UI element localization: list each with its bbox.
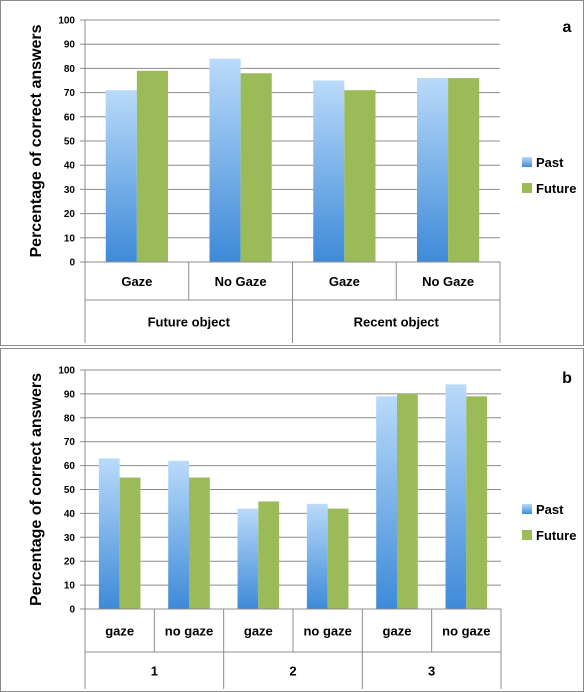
y-tick-label: 70 (64, 437, 76, 448)
bar-past (313, 80, 345, 262)
x-group-label: Recent object (354, 315, 440, 330)
x-category-label: no gaze (165, 624, 213, 639)
legend-swatch-future (522, 530, 532, 540)
bar-past (376, 396, 397, 609)
x-group-label: 2 (289, 664, 296, 679)
bar-future (327, 508, 349, 609)
y-tick-label: 80 (64, 413, 76, 424)
chart-panel-a: 0 10 20 30 40 50 60 70 80 90 100 Percentage of corr… (0, 0, 584, 346)
y-tick-label: 30 (64, 185, 76, 196)
x-category-label: Gaze (329, 274, 360, 289)
y-tick-label: 40 (64, 161, 76, 172)
bar-chart-a: 0 10 20 30 40 50 60 70 80 90 100 Percentage of corr… (28, 16, 576, 343)
bar-future (189, 477, 210, 609)
bar-past (168, 460, 189, 609)
y-tick-label: 50 (64, 485, 76, 496)
x-category-label: gaze (244, 624, 273, 639)
bar-future (240, 73, 272, 263)
y-tick-label: 0 (69, 258, 75, 269)
bar-future (448, 78, 480, 262)
y-tick-label: 0 (69, 605, 75, 616)
y-tick-label: 90 (64, 389, 76, 400)
bar-past (417, 78, 449, 262)
y-tick-label: 100 (58, 366, 75, 377)
y-tick-label: 30 (64, 533, 76, 544)
bar-past (209, 58, 241, 262)
x-category-label: No Gaze (422, 274, 474, 289)
y-tick-label: 10 (64, 581, 76, 592)
bar-future (258, 501, 280, 609)
x-group-label: Future object (148, 315, 231, 330)
bar-past (98, 458, 120, 609)
y-tick-label: 40 (64, 509, 76, 520)
y-axis-label: Percentage of correct answers (28, 24, 45, 257)
y-tick-label: 10 (64, 233, 76, 244)
chart-panel-b: 0 10 20 30 40 50 60 70 80 90 100 Percentage of corr… (0, 348, 584, 692)
bar-chart-b: 0 10 20 30 40 50 60 70 80 90 100 Percentage of corr… (28, 366, 576, 689)
bar-future (397, 393, 418, 609)
x-category-label: No Gaze (215, 274, 267, 289)
x-category-label: no gaze (303, 624, 351, 639)
bar-past (306, 503, 328, 609)
y-axis-label: Percentage of correct answers (28, 373, 45, 606)
legend-swatch-past (522, 504, 532, 514)
bar-future (119, 477, 141, 609)
bar-past (105, 90, 137, 263)
bar-future (344, 90, 376, 263)
x-group-label: 3 (428, 664, 435, 679)
bar-future (466, 396, 488, 609)
bar-future (136, 70, 168, 262)
legend-label-future: Future (536, 181, 576, 196)
y-tick-label: 70 (64, 88, 76, 99)
x-category-label: no gaze (442, 624, 490, 639)
y-tick-label: 20 (64, 209, 76, 220)
legend-label-future: Future (536, 528, 576, 543)
panel-label: a (563, 19, 572, 36)
x-group-label: 1 (151, 664, 158, 679)
legend-swatch-past (522, 157, 532, 167)
legend-label-past: Past (536, 502, 564, 517)
bar-past (445, 384, 467, 609)
legend-label-past: Past (536, 155, 564, 170)
x-category-label: gaze (383, 624, 412, 639)
x-category-label: gaze (105, 624, 134, 639)
x-category-label: Gaze (121, 274, 152, 289)
y-tick-label: 50 (64, 137, 76, 148)
bar-past (237, 508, 259, 609)
y-tick-label: 100 (58, 16, 75, 27)
legend: Past Future (522, 155, 576, 196)
y-tick-label: 60 (64, 112, 76, 123)
legend: Past Future (522, 502, 576, 543)
legend-swatch-future (522, 183, 532, 193)
y-tick-label: 90 (64, 40, 76, 51)
y-tick-label: 20 (64, 557, 76, 568)
y-tick-label: 80 (64, 64, 76, 75)
panel-label: b (562, 370, 572, 387)
y-tick-label: 60 (64, 461, 76, 472)
